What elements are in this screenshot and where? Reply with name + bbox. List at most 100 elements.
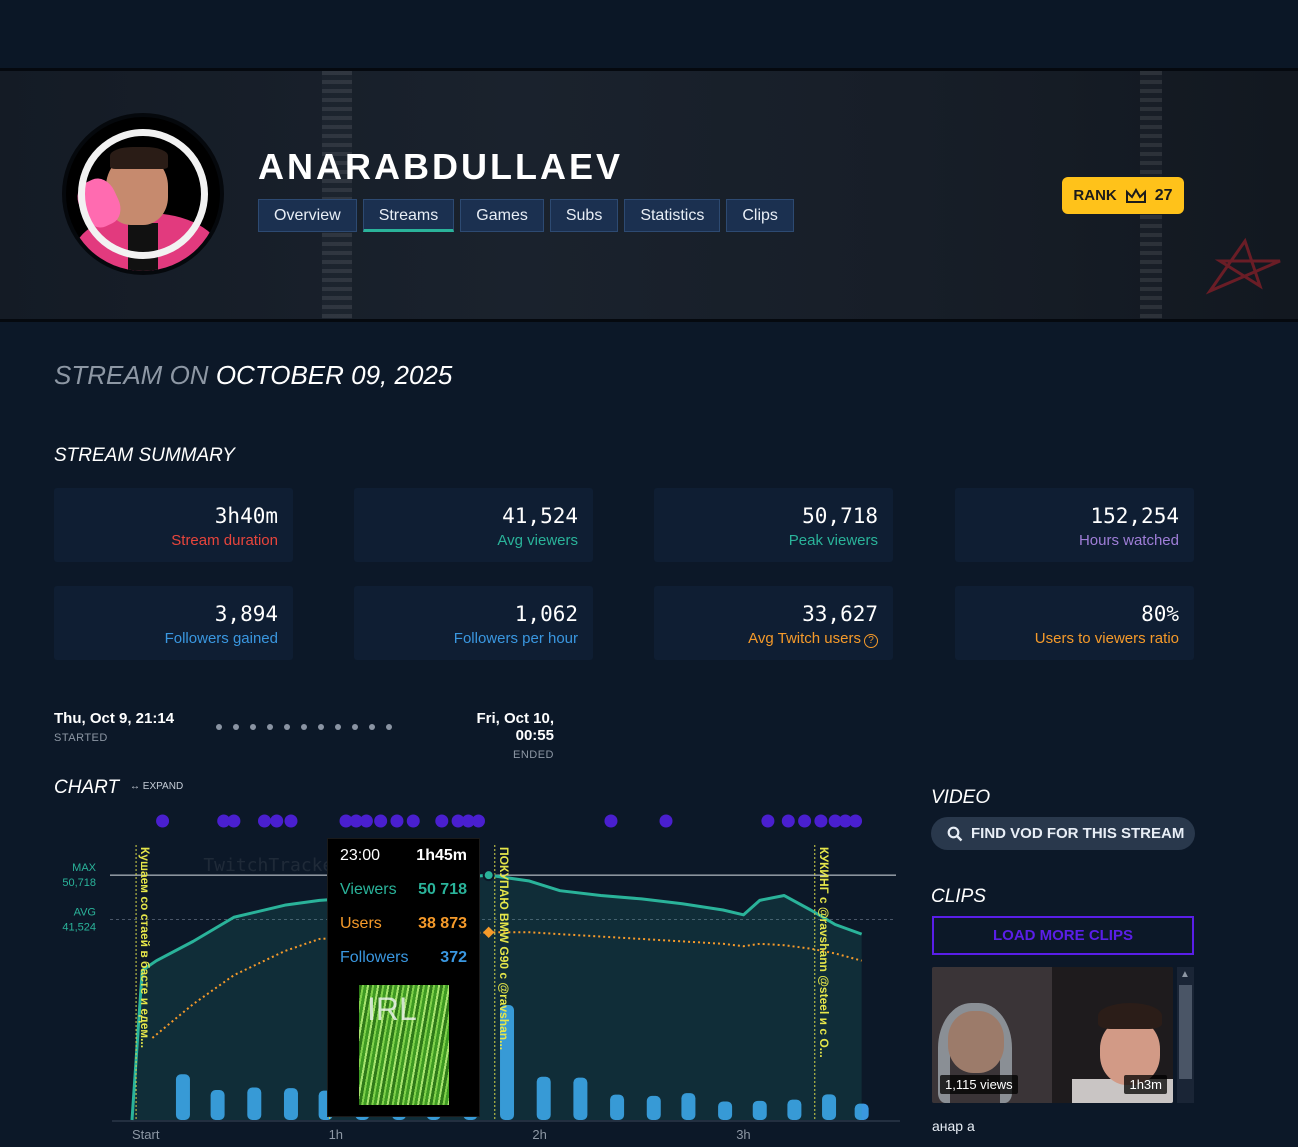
start-time: Thu, Oct 9, 21:14 [54, 710, 175, 727]
stat-card: 3h40m Stream duration [54, 488, 293, 562]
event-dot [156, 814, 170, 828]
event-dot [461, 814, 475, 828]
event-dot [217, 814, 231, 828]
stat-label-text: Followers gained [164, 630, 278, 647]
end-label: ENDED [512, 749, 554, 761]
stat-label-text: Avg Twitch users [748, 630, 861, 647]
scrollbar-thumb[interactable] [1179, 985, 1192, 1079]
event-dot [284, 814, 298, 828]
stat-label-text: Avg viewers [497, 532, 578, 549]
tooltip-followers-value: 372 [440, 949, 467, 966]
start-label: STARTED [54, 732, 108, 744]
stat-card: 152,254 Hours watched [955, 488, 1194, 562]
stat-card: 80% Users to viewers ratio [955, 586, 1194, 660]
tab-overview[interactable]: Overview [258, 199, 357, 232]
avg-value-label: 41,524 [62, 922, 96, 934]
followers-bar [646, 1095, 661, 1120]
followers-bar [681, 1093, 696, 1120]
clip-title[interactable]: анар а [932, 1118, 975, 1134]
users-line [151, 931, 862, 1039]
tab-subs[interactable]: Subs [549, 199, 619, 232]
stream-start: Thu, Oct 9, 21:14 STARTED [54, 710, 174, 744]
stat-label: Stream duration [54, 532, 278, 549]
event-dot [849, 814, 863, 828]
event-dot [359, 814, 373, 828]
tab-games[interactable]: Games [460, 199, 544, 232]
stat-label-text: Followers per hour [453, 630, 578, 647]
chart-heading: CHART [54, 777, 120, 798]
event-dot [604, 814, 618, 828]
tab-streams[interactable]: Streams [362, 199, 455, 232]
clips-heading: CLIPS [931, 886, 986, 907]
clip-views: 1,115 views [940, 1075, 1018, 1094]
annotation-label: КУКИНГ с @ravshann @steel и с О... [817, 847, 831, 1058]
banner-star-art [1205, 237, 1281, 295]
stat-label: Avg Twitch users? [654, 630, 878, 648]
event-dot [659, 814, 673, 828]
channel-avatar [62, 113, 224, 275]
stream-title-date: OCTOBER 09, 2025 [215, 360, 453, 390]
tab-clips[interactable]: Clips [726, 199, 794, 232]
clips-scrollbar[interactable]: ▲ [1177, 967, 1194, 1103]
video-heading: VIDEO [931, 787, 991, 808]
stat-value: 152,254 [1090, 504, 1179, 528]
stat-value: 50,718 [802, 504, 878, 528]
clip-card[interactable]: 1,115 views 1h3m [932, 967, 1173, 1103]
find-vod-label: FIND VOD FOR THIS STREAM [971, 825, 1185, 842]
stat-label: Followers gained [54, 630, 278, 647]
rank-value: 27 [1154, 186, 1173, 204]
stat-card: 3,894 Followers gained [54, 586, 293, 660]
max-value-label: 50,718 [62, 877, 96, 889]
event-dot [761, 814, 775, 828]
load-more-clips-button[interactable]: LOAD MORE CLIPS [932, 916, 1194, 955]
followers-bar [610, 1094, 625, 1120]
top-navbar [0, 0, 1298, 68]
tooltip-users-value: 38 873 [418, 915, 467, 932]
event-dot [828, 814, 842, 828]
stream-title-prefix: STREAM ON [54, 360, 209, 390]
stream-title: STREAM ON OCTOBER 09, 2025 [54, 360, 452, 391]
crown-icon [1125, 187, 1146, 203]
channel-tabs: Overview Streams Games Subs Statistics C… [258, 199, 794, 232]
stat-label: Avg viewers [354, 532, 578, 549]
stat-card: 41,524 Avg viewers [354, 488, 593, 562]
stat-card: 33,627 Avg Twitch users? [654, 586, 893, 660]
scroll-up-icon[interactable]: ▲ [1180, 969, 1190, 980]
event-dot [451, 814, 465, 828]
stat-label: Peak viewers [654, 532, 878, 549]
x-axis-label: 1h [329, 1127, 343, 1142]
stat-label-text: Hours watched [1078, 532, 1179, 549]
x-axis-label: Start [132, 1127, 160, 1142]
find-vod-button[interactable]: FIND VOD FOR THIS STREAM [931, 817, 1195, 850]
timeline-dots [216, 724, 392, 730]
event-dot [349, 814, 363, 828]
stat-value: 3,894 [214, 602, 278, 626]
stat-value: 33,627 [802, 602, 878, 626]
followers-bar [210, 1090, 225, 1120]
stream-end: Fri, Oct 10, 00:55 ENDED [439, 710, 554, 761]
followers-bar [787, 1099, 802, 1120]
followers-bar [175, 1074, 190, 1120]
expand-chart-button[interactable]: ↔ EXPAND [130, 781, 184, 792]
event-dot [339, 814, 353, 828]
max-label: MAX [72, 862, 97, 874]
rank-badge[interactable]: RANK 27 [1062, 177, 1184, 214]
event-dot [781, 814, 795, 828]
banner-glitch-art [322, 71, 352, 319]
stat-card: 50,718 Peak viewers [654, 488, 893, 562]
annotation-label: ПОКУПАЮ BMW G90 с @ravshan... [497, 847, 511, 1050]
channel-username: ANARABDULLAEV [258, 146, 623, 187]
clip-duration: 1h3m [1124, 1075, 1167, 1094]
question-circle-icon[interactable]: ? [864, 634, 878, 648]
tooltip-offset: 1h45m [416, 847, 467, 864]
event-dot [227, 814, 241, 828]
event-dot [390, 814, 404, 828]
stat-value: 80% [1141, 602, 1179, 626]
tab-statistics[interactable]: Statistics [624, 199, 721, 232]
stat-label-text: Peak viewers [788, 532, 878, 549]
stat-label-text: Stream duration [171, 532, 278, 549]
tooltip-time: 23:00 [340, 847, 381, 864]
event-dot [814, 814, 828, 828]
viewers-area [132, 875, 862, 1120]
